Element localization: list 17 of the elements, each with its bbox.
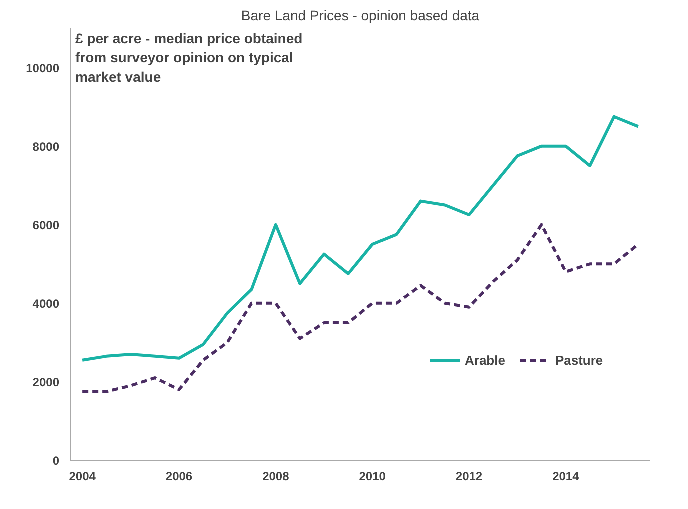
x-tick-label: 2004 — [69, 470, 96, 484]
x-tick-label: 2010 — [359, 470, 386, 484]
x-tick-label: 2008 — [262, 470, 290, 484]
legend-label: Pasture — [555, 352, 604, 368]
y-tick-label: 4000 — [32, 296, 60, 311]
y-tick-label: 0 — [52, 454, 60, 468]
annotation: £ per acre - median price obtained from surveyor opinion on typical market value — [76, 30, 303, 85]
x-tick-label: 2012 — [456, 470, 483, 484]
legend-label: Arable — [465, 352, 506, 368]
x-tick-label: 2006 — [166, 470, 193, 484]
y-tick-label: 6000 — [32, 218, 60, 232]
y-tick-label: 8000 — [32, 140, 60, 154]
line-series — [81, 223, 640, 394]
y-tick-label: 10000 — [26, 61, 60, 76]
y-tick-label: 2000 — [32, 375, 60, 390]
chart-title: Bare Land Prices - opinion based data — [241, 8, 480, 24]
x-tick-label: 2014 — [552, 470, 580, 484]
